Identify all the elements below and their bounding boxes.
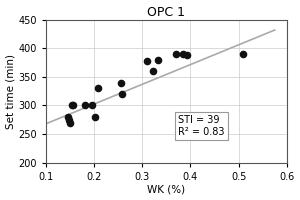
- Point: [83, 104, 88, 107]
- Point: [93, 115, 98, 119]
- Point: [184, 54, 189, 57]
- Text: STI = 39
R² = 0.83: STI = 39 R² = 0.83: [178, 115, 225, 137]
- Point: [65, 115, 70, 119]
- Point: [174, 52, 178, 56]
- Title: OPC 1: OPC 1: [147, 6, 185, 19]
- Point: [118, 81, 123, 84]
- Point: [67, 118, 71, 121]
- Point: [120, 92, 124, 96]
- Point: [145, 59, 149, 62]
- Point: [156, 58, 161, 61]
- Point: [71, 104, 76, 107]
- Y-axis label: Set time (min): Set time (min): [6, 54, 16, 129]
- X-axis label: WK (%): WK (%): [147, 184, 185, 194]
- Point: [241, 52, 246, 56]
- Point: [89, 104, 94, 107]
- Point: [151, 70, 155, 73]
- Point: [95, 87, 100, 90]
- Point: [181, 52, 186, 56]
- Point: [69, 104, 74, 107]
- Point: [68, 121, 73, 124]
